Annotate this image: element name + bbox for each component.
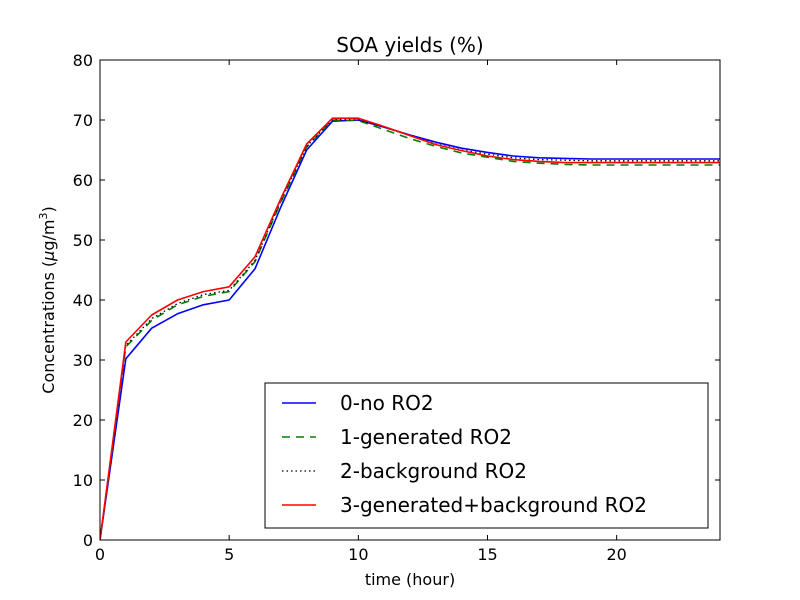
y-axis-label-suffix: )	[39, 206, 58, 212]
x-axis-label: time (hour)	[365, 570, 455, 589]
y-tick-label-3: 30	[73, 351, 93, 370]
x-tick-label-1: 5	[224, 545, 234, 564]
chart-title: SOA yields (%)	[336, 33, 483, 57]
series-line-3	[100, 117, 720, 540]
y-axis-label-mu: μ	[39, 251, 58, 262]
y-tick-label-5: 50	[73, 231, 93, 250]
series-layer	[100, 117, 720, 540]
y-tick-label-0: 0	[83, 531, 93, 550]
y-axis-label-sup: 3	[37, 213, 50, 220]
legend-label-2: 2-background RO2	[340, 459, 527, 483]
x-tick-label-2: 10	[348, 545, 368, 564]
y-axis-label: Concentrations (μg/m3)	[37, 206, 58, 393]
y-tick-label-4: 40	[73, 291, 93, 310]
y-tick-label-6: 60	[73, 171, 93, 190]
legend-label-0: 0-no RO2	[340, 391, 434, 415]
y-axis-label-prefix: Concentrations (	[39, 261, 58, 394]
legend-box	[264, 382, 709, 529]
y-axis-label-unit: g/m	[39, 220, 58, 251]
legend-label-3: 3-generated+background RO2	[340, 493, 647, 517]
y-tick-label-2: 20	[73, 411, 93, 430]
legend: 0-no RO2 1-generated RO2 2-background RO2 3…	[264, 382, 709, 529]
x-tick-label-3: 15	[477, 545, 497, 564]
x-tick-label-0: 0	[95, 545, 105, 564]
y-tick-label-8: 80	[73, 51, 93, 70]
legend-label-1: 1-generated RO2	[340, 425, 512, 449]
y-tick-label-1: 10	[73, 471, 93, 490]
x-tick-label-4: 20	[606, 545, 626, 564]
y-tick-label-7: 70	[73, 111, 93, 130]
ticks-layer: 0 5 10 15 20 0 10 20 30 40 50 60 70 80	[73, 51, 720, 564]
